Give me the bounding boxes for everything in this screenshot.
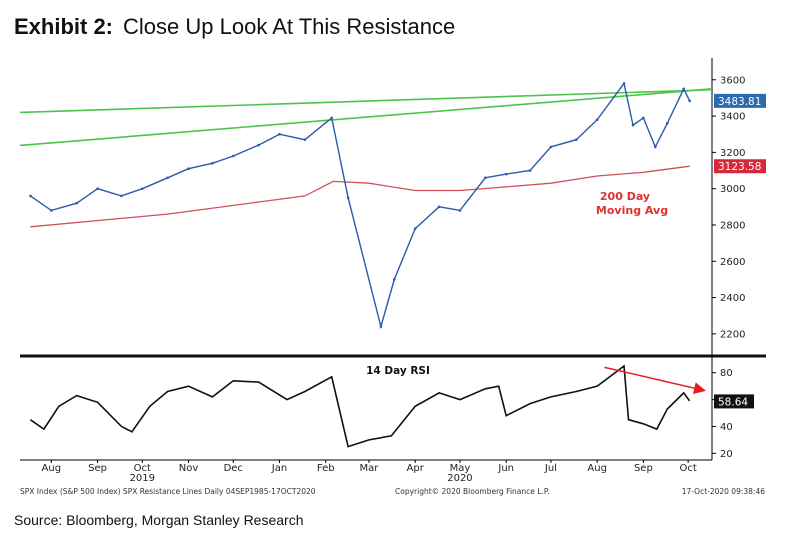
x-tick-label: Apr xyxy=(407,463,425,474)
price-point xyxy=(96,187,99,190)
price-point xyxy=(346,196,350,200)
price-y-tick-label: 3000 xyxy=(720,184,745,195)
x-year-label: 2020 xyxy=(447,473,472,484)
price-point xyxy=(278,132,281,136)
ma-label-line2: Moving Avg xyxy=(596,204,668,217)
x-tick-label: Nov xyxy=(179,463,199,474)
exhibit-title: Exhibit 2: Close Up Look At This Resistan… xyxy=(14,14,455,40)
price-point xyxy=(458,209,462,212)
ma-value-tag xyxy=(714,159,766,174)
x-tick-label: Feb xyxy=(317,463,335,474)
resistance-line-1 xyxy=(19,88,713,147)
x-tick-label: Aug xyxy=(42,463,62,474)
chart-footer: SPX Index (S&P 500 Index) SPX Resistance… xyxy=(20,487,765,496)
price-point xyxy=(393,278,396,281)
price-point xyxy=(231,154,235,158)
price-panel: 3600 3400 3200 3000 2800 2600 2400 2200 200 DayM… xyxy=(19,58,766,460)
rsi-trend-arrow xyxy=(604,366,706,395)
price-point xyxy=(484,176,487,180)
price-point xyxy=(257,143,260,147)
price-y-tick-label: 3200 xyxy=(720,148,745,159)
ma-200-line xyxy=(30,165,690,228)
x-tick-label: Oct xyxy=(134,463,151,474)
rsi-title: 14 Day RSI xyxy=(366,365,430,377)
x-tick-label: Jun xyxy=(497,463,514,474)
exhibit-heading: Close Up Look At This Resistance xyxy=(123,14,456,39)
price-point xyxy=(622,82,626,85)
rsi-y-tick-label: 20 xyxy=(720,449,733,460)
price-point xyxy=(688,99,691,103)
price-y-tick-label: 2800 xyxy=(720,220,745,231)
price-point xyxy=(211,161,214,165)
price-point xyxy=(330,116,333,120)
price-point xyxy=(120,194,123,198)
price-point xyxy=(75,201,78,205)
x-tick-label: Dec xyxy=(224,463,243,474)
x-axis: Aug Sep Oct Nov Dec Jan Feb Mar Apr May Jun Jul Aug S… xyxy=(20,459,712,484)
exhibit-label: Exhibit 2: xyxy=(14,14,114,39)
x-tick-label: Sep xyxy=(88,463,107,474)
price-series-line xyxy=(30,81,691,330)
x-tick-label: Jan xyxy=(271,463,287,474)
rsi-value-tag xyxy=(714,394,754,409)
resistance-line-2 xyxy=(19,88,713,114)
x-tick-label: Jul xyxy=(544,463,557,474)
x-tick-label: Sep xyxy=(634,463,653,474)
last-price-label: 3483.81 xyxy=(718,96,761,108)
rsi-y-tick-label: 40 xyxy=(720,422,733,433)
x-tick-label: Mar xyxy=(360,463,380,474)
price-point xyxy=(682,87,685,91)
rsi-series-line xyxy=(29,364,691,448)
price-point xyxy=(574,138,578,141)
price-point xyxy=(166,176,169,180)
price-point xyxy=(140,187,144,190)
rsi-y-tick-label: 80 xyxy=(720,368,733,379)
footer-center: Copyright© 2020 Bloomberg Finance L.P. xyxy=(395,487,550,496)
price-point xyxy=(654,145,657,149)
price-point xyxy=(528,169,532,172)
price-y-tick-label: 3600 xyxy=(720,75,745,86)
x-year-label: 2019 xyxy=(130,473,155,484)
price-point xyxy=(303,138,307,141)
rsi-panel: 14 Day RSI8060402058.64 xyxy=(29,364,754,460)
rsi-value-label: 58.64 xyxy=(718,396,748,408)
price-y-tick-label: 2400 xyxy=(720,293,745,304)
footer-right: 17-Oct-2020 09:38:46 xyxy=(682,487,766,496)
price-y-tick-label: 3400 xyxy=(720,112,745,123)
ma-value-label: 3123.58 xyxy=(718,161,761,173)
price-y-tick-label: 2200 xyxy=(720,329,745,340)
price-point xyxy=(642,116,645,120)
footer-left: SPX Index (S&P 500 Index) SPX Resistance… xyxy=(20,487,316,496)
price-point xyxy=(379,325,383,328)
price-point xyxy=(665,122,669,125)
price-point xyxy=(437,205,441,209)
price-point xyxy=(504,172,508,176)
last-price-tag xyxy=(714,93,766,108)
price-point xyxy=(413,227,417,230)
x-tick-label: Aug xyxy=(587,463,607,474)
x-tick-label: May xyxy=(450,463,471,474)
price-point xyxy=(595,118,599,122)
x-tick-label: Oct xyxy=(679,463,696,474)
price-point xyxy=(631,123,635,127)
price-y-tick-label: 2600 xyxy=(720,257,745,268)
price-point xyxy=(549,145,553,149)
ma-label-line1: 200 Day xyxy=(600,190,650,203)
source-note: Source: Bloomberg, Morgan Stanley Resear… xyxy=(14,512,304,528)
price-point xyxy=(187,167,190,171)
price-point xyxy=(29,194,32,198)
price-point xyxy=(50,209,53,212)
